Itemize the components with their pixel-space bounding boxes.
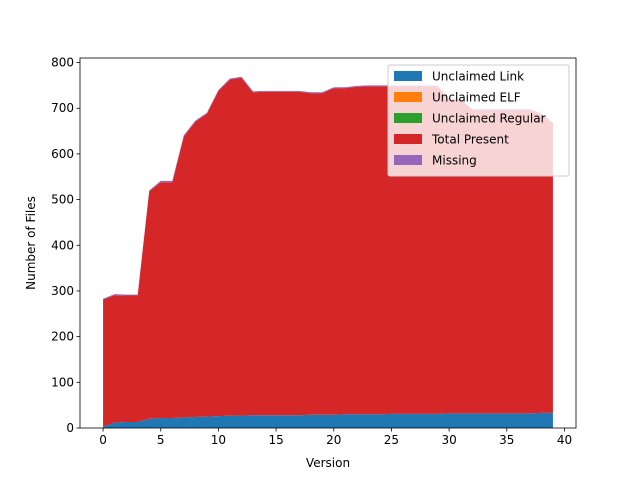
x-tick-label: 15 [268,433,283,447]
legend-swatch-missing [394,155,422,165]
y-tick-label: 300 [51,284,74,298]
legend-swatch-total-present [394,134,422,144]
x-tick-label: 0 [99,433,107,447]
y-axis-label: Number of Files [24,196,38,290]
y-tick-label: 100 [51,375,74,389]
x-tick-label: 20 [326,433,341,447]
area-unclaimed-link [103,412,553,428]
y-tick-label: 500 [51,193,74,207]
legend: Unclaimed Link Unclaimed ELF Unclaimed Reg… [387,64,570,177]
x-tick-label: 25 [384,433,399,447]
y-tick-label: 200 [51,330,74,344]
y-tick-label: 0 [66,421,74,435]
y-tick-label: 600 [51,147,74,161]
x-tick-label: 10 [211,433,226,447]
x-axis-label: Version [306,456,350,470]
legend-swatch-unclaimed-elf [394,92,422,102]
y-tick-label: 400 [51,238,74,252]
legend-label-unclaimed-elf: Unclaimed ELF [432,91,521,105]
y-axis-ticks: 0 100 200 300 400 500 600 700 800 [51,56,80,435]
legend-label-total-present: Total Present [431,133,509,147]
plot-frame [79,57,577,429]
legend-box [387,64,570,177]
x-tick-label: 35 [499,433,514,447]
legend-label-unclaimed-regular: Unclaimed Regular [432,112,546,126]
x-tick-label: 40 [557,433,572,447]
x-tick-label: 5 [157,433,165,447]
legend-swatch-unclaimed-regular [394,113,422,123]
legend-label-missing: Missing [432,154,477,168]
legend-label-unclaimed-link: Unclaimed Link [432,70,524,84]
y-tick-label: 800 [51,56,74,70]
legend-swatch-unclaimed-link [394,71,422,81]
y-tick-label: 700 [51,101,74,115]
x-axis-ticks: 0 5 10 15 20 25 30 35 40 [99,428,572,447]
x-tick-label: 30 [441,433,456,447]
